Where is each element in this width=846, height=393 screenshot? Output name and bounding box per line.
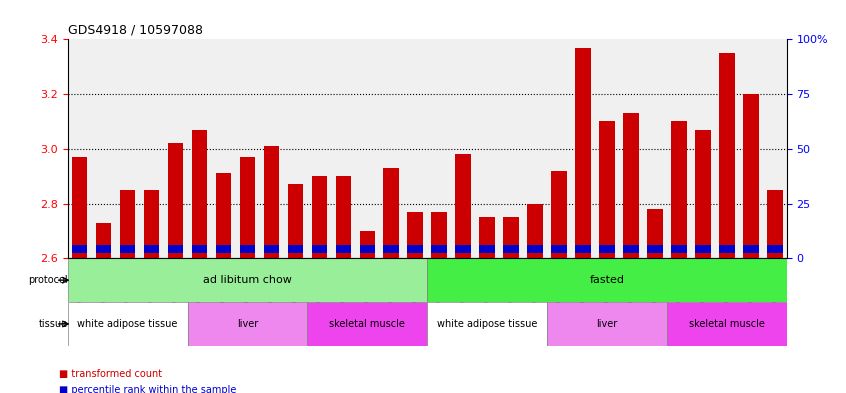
Bar (72, 244, 87, 253)
Bar (431, 212, 447, 258)
Bar (168, 143, 184, 258)
Text: protocol: protocol (28, 275, 68, 285)
Bar (216, 173, 231, 258)
Text: white adipose tissue: white adipose tissue (437, 319, 537, 329)
Bar (647, 209, 662, 258)
Bar (527, 204, 543, 258)
Text: GDS4918 / 10597088: GDS4918 / 10597088 (68, 24, 203, 37)
Bar (144, 190, 159, 258)
Bar (575, 48, 591, 258)
Bar (695, 130, 711, 258)
Bar (120, 190, 135, 258)
Bar (192, 244, 207, 253)
FancyBboxPatch shape (68, 258, 427, 302)
Bar (552, 244, 567, 253)
Text: white adipose tissue: white adipose tissue (78, 319, 178, 329)
Bar (120, 244, 135, 253)
Bar (431, 244, 447, 253)
Text: ■ percentile rank within the sample: ■ percentile rank within the sample (59, 385, 237, 393)
Bar (671, 121, 687, 258)
Bar (288, 244, 303, 253)
Bar (96, 223, 112, 258)
Text: liver: liver (237, 319, 258, 329)
Bar (575, 244, 591, 253)
FancyBboxPatch shape (68, 302, 188, 346)
Bar (767, 190, 783, 258)
Bar (360, 244, 375, 253)
Bar (239, 157, 255, 258)
FancyBboxPatch shape (188, 302, 307, 346)
Bar (671, 244, 687, 253)
Bar (408, 212, 423, 258)
Bar (336, 244, 351, 253)
Bar (480, 244, 495, 253)
Bar (144, 244, 159, 253)
Bar (743, 244, 759, 253)
Bar (767, 244, 783, 253)
Bar (383, 244, 399, 253)
FancyBboxPatch shape (427, 258, 787, 302)
Bar (192, 130, 207, 258)
Text: ■ transformed count: ■ transformed count (59, 369, 162, 379)
Bar (503, 217, 519, 258)
Bar (264, 244, 279, 253)
Bar (239, 244, 255, 253)
Bar (168, 244, 184, 253)
FancyBboxPatch shape (547, 302, 667, 346)
Bar (311, 176, 327, 258)
Bar (336, 176, 351, 258)
Text: tissue: tissue (39, 319, 68, 329)
Bar (216, 244, 231, 253)
Bar (72, 157, 87, 258)
Bar (527, 244, 543, 253)
Bar (647, 244, 662, 253)
Bar (288, 184, 303, 258)
Text: liver: liver (596, 319, 618, 329)
Bar (599, 121, 615, 258)
Bar (480, 217, 495, 258)
Bar (552, 171, 567, 258)
Bar (96, 244, 112, 253)
FancyBboxPatch shape (307, 302, 427, 346)
Bar (695, 244, 711, 253)
Bar (719, 244, 734, 253)
Bar (743, 94, 759, 258)
Text: ad libitum chow: ad libitum chow (203, 275, 292, 285)
Text: skeletal muscle: skeletal muscle (689, 319, 765, 329)
Bar (360, 231, 375, 258)
Bar (455, 244, 471, 253)
Bar (264, 146, 279, 258)
Bar (408, 244, 423, 253)
FancyBboxPatch shape (427, 302, 547, 346)
Bar (311, 244, 327, 253)
Text: skeletal muscle: skeletal muscle (329, 319, 405, 329)
Bar (503, 244, 519, 253)
Bar (383, 168, 399, 258)
Text: fasted: fasted (590, 275, 624, 285)
Bar (624, 113, 639, 258)
FancyBboxPatch shape (667, 302, 787, 346)
Bar (599, 244, 615, 253)
Bar (455, 154, 471, 258)
Bar (719, 53, 734, 258)
Bar (624, 244, 639, 253)
